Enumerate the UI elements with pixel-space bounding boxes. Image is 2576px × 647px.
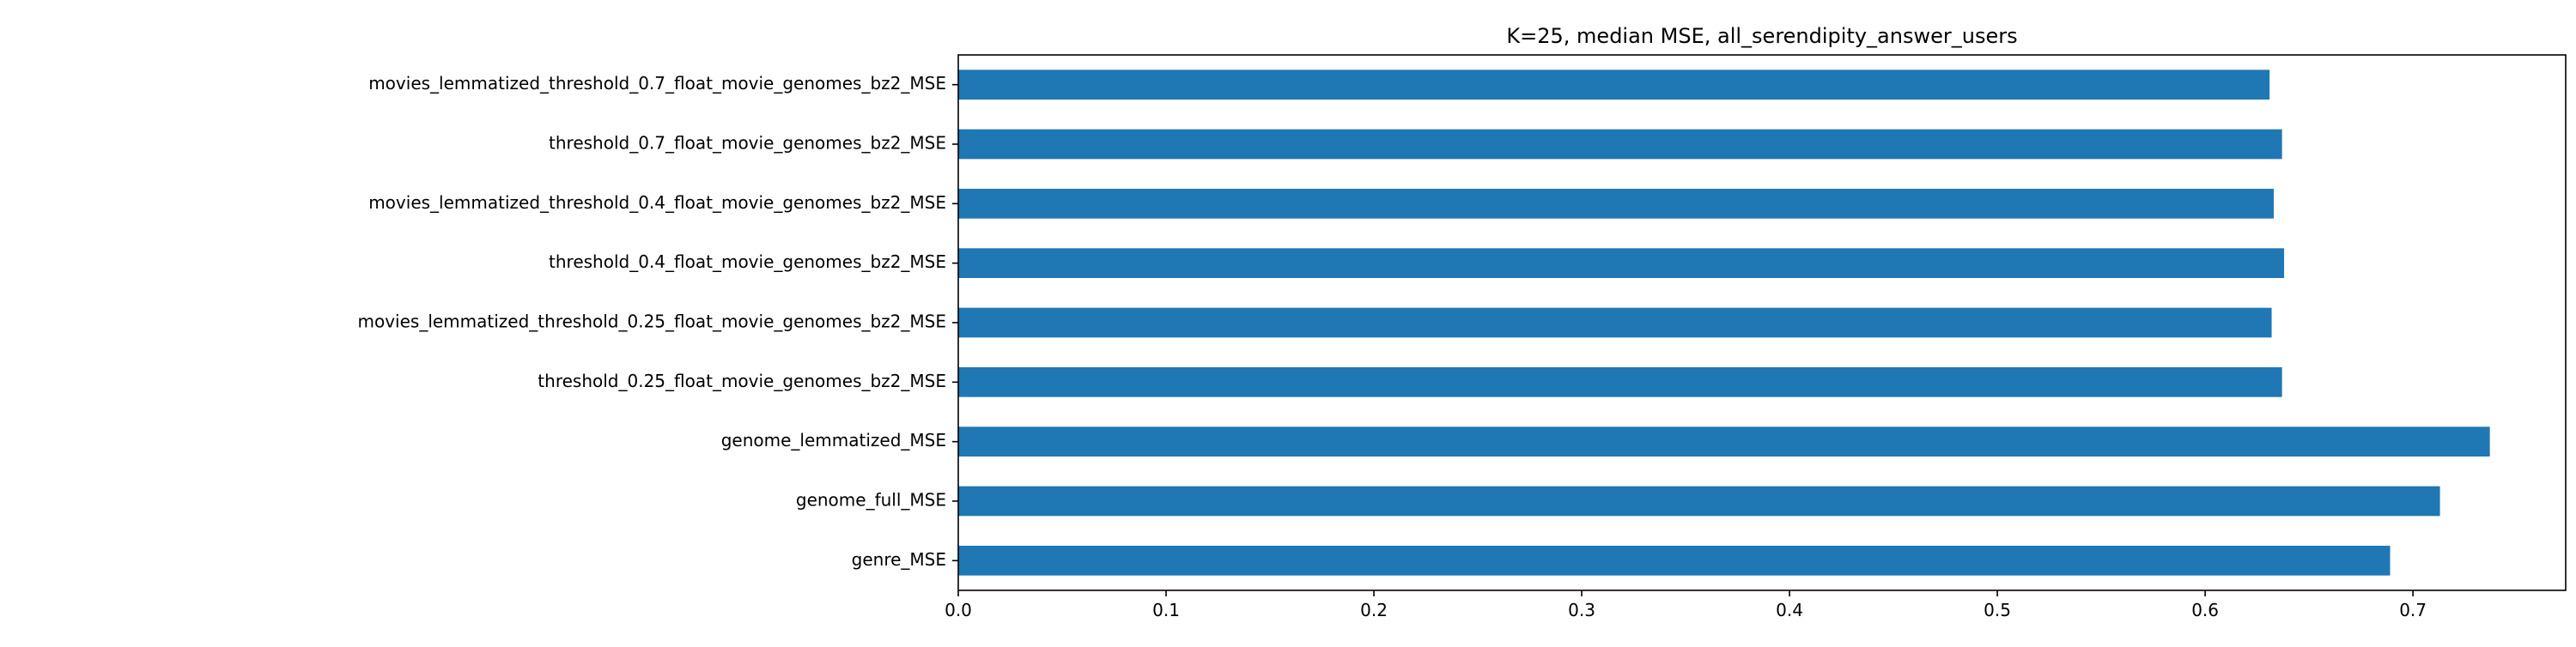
- axes-frame: [957, 54, 2567, 591]
- x-tick-label: 0.4: [1776, 600, 1803, 620]
- y-tick-label: threshold_0.25_float_movie_genomes_bz2_M…: [538, 371, 946, 391]
- x-tick-label: 0.7: [2399, 600, 2427, 620]
- bar-threshold_0.25_float_movie_genomes_bz2_MSE: [958, 367, 2282, 397]
- bar-movies_lemmatized_threshold_0.4_float_movie_genomes_bz2_MSE: [958, 189, 2274, 219]
- bar-movies_lemmatized_threshold_0.7_float_movie_genomes_bz2_MSE: [958, 70, 2270, 100]
- x-tick-label: 0.2: [1360, 600, 1388, 620]
- y-tick-label: movies_lemmatized_threshold_0.25_float_m…: [357, 311, 946, 332]
- bar-genre_MSE: [958, 546, 2391, 576]
- bar-genome_full_MSE: [958, 486, 2440, 517]
- y-tick-label: threshold_0.4_float_movie_genomes_bz2_MS…: [549, 251, 946, 272]
- x-tick-label: 0.0: [945, 600, 972, 620]
- y-tick-layer: genre_MSE genome_full_MSE genome_lemmatize…: [357, 73, 958, 570]
- bar-movies_lemmatized_threshold_0.25_float_movie_genomes_bz2_MSE: [958, 307, 2272, 338]
- x-tick-label: 0.3: [1568, 600, 1595, 620]
- chart-title: K=25, median MSE, all_serendipity_answer…: [1506, 24, 2017, 48]
- y-tick-label: movies_lemmatized_threshold_0.7_float_mo…: [368, 73, 946, 94]
- bar-threshold_0.4_float_movie_genomes_bz2_MSE: [958, 248, 2285, 278]
- x-tick-label: 0.6: [2191, 600, 2219, 620]
- x-tick-label: 0.1: [1152, 600, 1180, 620]
- y-tick-label: genre_MSE: [852, 549, 946, 570]
- bar-threshold_0.7_float_movie_genomes_bz2_MSE: [958, 129, 2282, 160]
- y-tick-label: threshold_0.7_float_movie_genomes_bz2_MS…: [549, 133, 946, 154]
- bar-genome_lemmatized_MSE: [958, 426, 2490, 457]
- x-tick-label: 0.5: [1984, 600, 2011, 620]
- x-tick-layer: 0.0 0.1 0.2 0.3 0.4 0.5 0.6 0.7: [945, 590, 2427, 620]
- y-tick-label: genome_full_MSE: [796, 490, 946, 511]
- bars-layer: [958, 70, 2490, 576]
- y-tick-label: genome_lemmatized_MSE: [721, 430, 946, 450]
- y-tick-label: movies_lemmatized_threshold_0.4_float_mo…: [368, 192, 946, 213]
